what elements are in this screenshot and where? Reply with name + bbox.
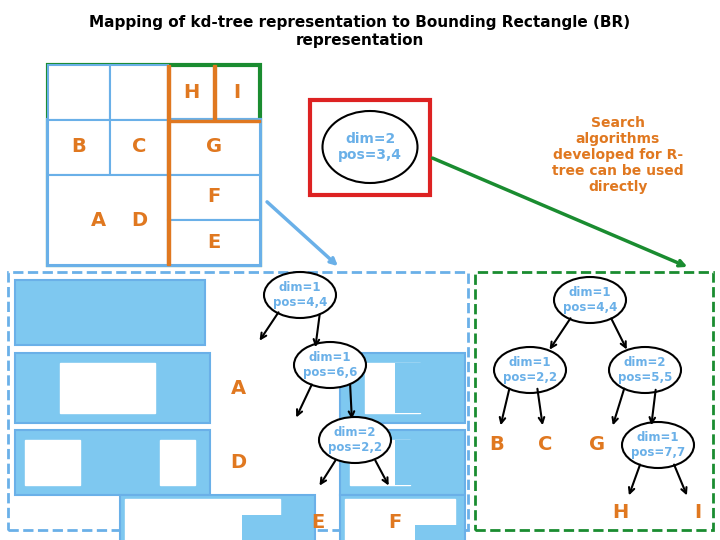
Bar xyxy=(395,440,450,485)
Text: I: I xyxy=(694,503,701,523)
Text: I: I xyxy=(233,83,240,102)
Bar xyxy=(340,495,465,540)
Bar xyxy=(475,272,713,530)
Text: dim=1
pos=7,7: dim=1 pos=7,7 xyxy=(631,431,685,459)
Bar xyxy=(168,175,260,220)
Text: Mapping of kd-tree representation to Bounding Rectangle (BR): Mapping of kd-tree representation to Bou… xyxy=(89,15,631,30)
Text: A: A xyxy=(230,379,246,397)
Ellipse shape xyxy=(622,422,694,468)
Bar xyxy=(48,175,168,265)
Bar xyxy=(345,499,455,540)
Bar xyxy=(15,280,205,345)
Ellipse shape xyxy=(609,347,681,393)
Bar xyxy=(160,440,195,485)
Text: E: E xyxy=(311,514,325,532)
Ellipse shape xyxy=(554,277,626,323)
Text: B: B xyxy=(71,138,86,157)
Ellipse shape xyxy=(494,347,566,393)
Bar xyxy=(110,120,168,175)
Text: dim=1
pos=4,4: dim=1 pos=4,4 xyxy=(273,281,327,309)
Text: F: F xyxy=(207,187,220,206)
Bar xyxy=(168,220,260,265)
Bar xyxy=(242,515,302,540)
Bar xyxy=(168,120,260,122)
Bar xyxy=(340,430,465,495)
Bar xyxy=(365,363,420,413)
Bar xyxy=(168,120,260,175)
Bar xyxy=(48,120,110,175)
Text: dim=2
pos=3,4: dim=2 pos=3,4 xyxy=(338,132,402,162)
Text: Search
algorithms
developed for R-
tree can be used
directly: Search algorithms developed for R- tree … xyxy=(552,116,684,194)
Bar xyxy=(110,65,168,120)
Bar xyxy=(60,363,155,413)
Text: dim=2
pos=2,2: dim=2 pos=2,2 xyxy=(328,426,382,454)
Text: G: G xyxy=(206,138,222,157)
Ellipse shape xyxy=(294,342,366,388)
Bar xyxy=(15,280,205,345)
Bar xyxy=(120,495,315,540)
Bar xyxy=(15,430,210,495)
Bar xyxy=(48,65,260,265)
Text: F: F xyxy=(388,514,402,532)
Bar xyxy=(340,353,465,423)
Text: dim=1
pos=6,6: dim=1 pos=6,6 xyxy=(303,351,357,379)
Text: A: A xyxy=(91,211,106,229)
Bar xyxy=(48,65,110,120)
Bar xyxy=(125,499,280,540)
Text: G: G xyxy=(589,435,605,455)
Text: E: E xyxy=(207,233,220,252)
Bar xyxy=(167,65,170,265)
Bar xyxy=(8,272,468,530)
Text: dim=1
pos=2,2: dim=1 pos=2,2 xyxy=(503,356,557,384)
Ellipse shape xyxy=(319,417,391,463)
Text: C: C xyxy=(538,435,552,455)
Ellipse shape xyxy=(264,272,336,318)
Bar xyxy=(395,363,445,413)
Text: dim=1
pos=4,4: dim=1 pos=4,4 xyxy=(563,286,617,314)
Text: H: H xyxy=(183,83,199,102)
Bar xyxy=(350,440,410,485)
Bar xyxy=(48,120,260,265)
Bar xyxy=(415,525,457,540)
Bar xyxy=(213,65,216,120)
Text: D: D xyxy=(131,211,147,229)
Text: B: B xyxy=(490,435,505,455)
Bar xyxy=(25,440,80,485)
Text: dim=2
pos=5,5: dim=2 pos=5,5 xyxy=(618,356,672,384)
Text: representation: representation xyxy=(296,32,424,48)
Text: H: H xyxy=(612,503,628,523)
Text: D: D xyxy=(230,453,246,471)
Bar xyxy=(120,440,175,485)
Ellipse shape xyxy=(323,111,418,183)
Bar xyxy=(310,100,430,195)
Bar xyxy=(15,353,210,423)
Text: C: C xyxy=(132,138,146,157)
